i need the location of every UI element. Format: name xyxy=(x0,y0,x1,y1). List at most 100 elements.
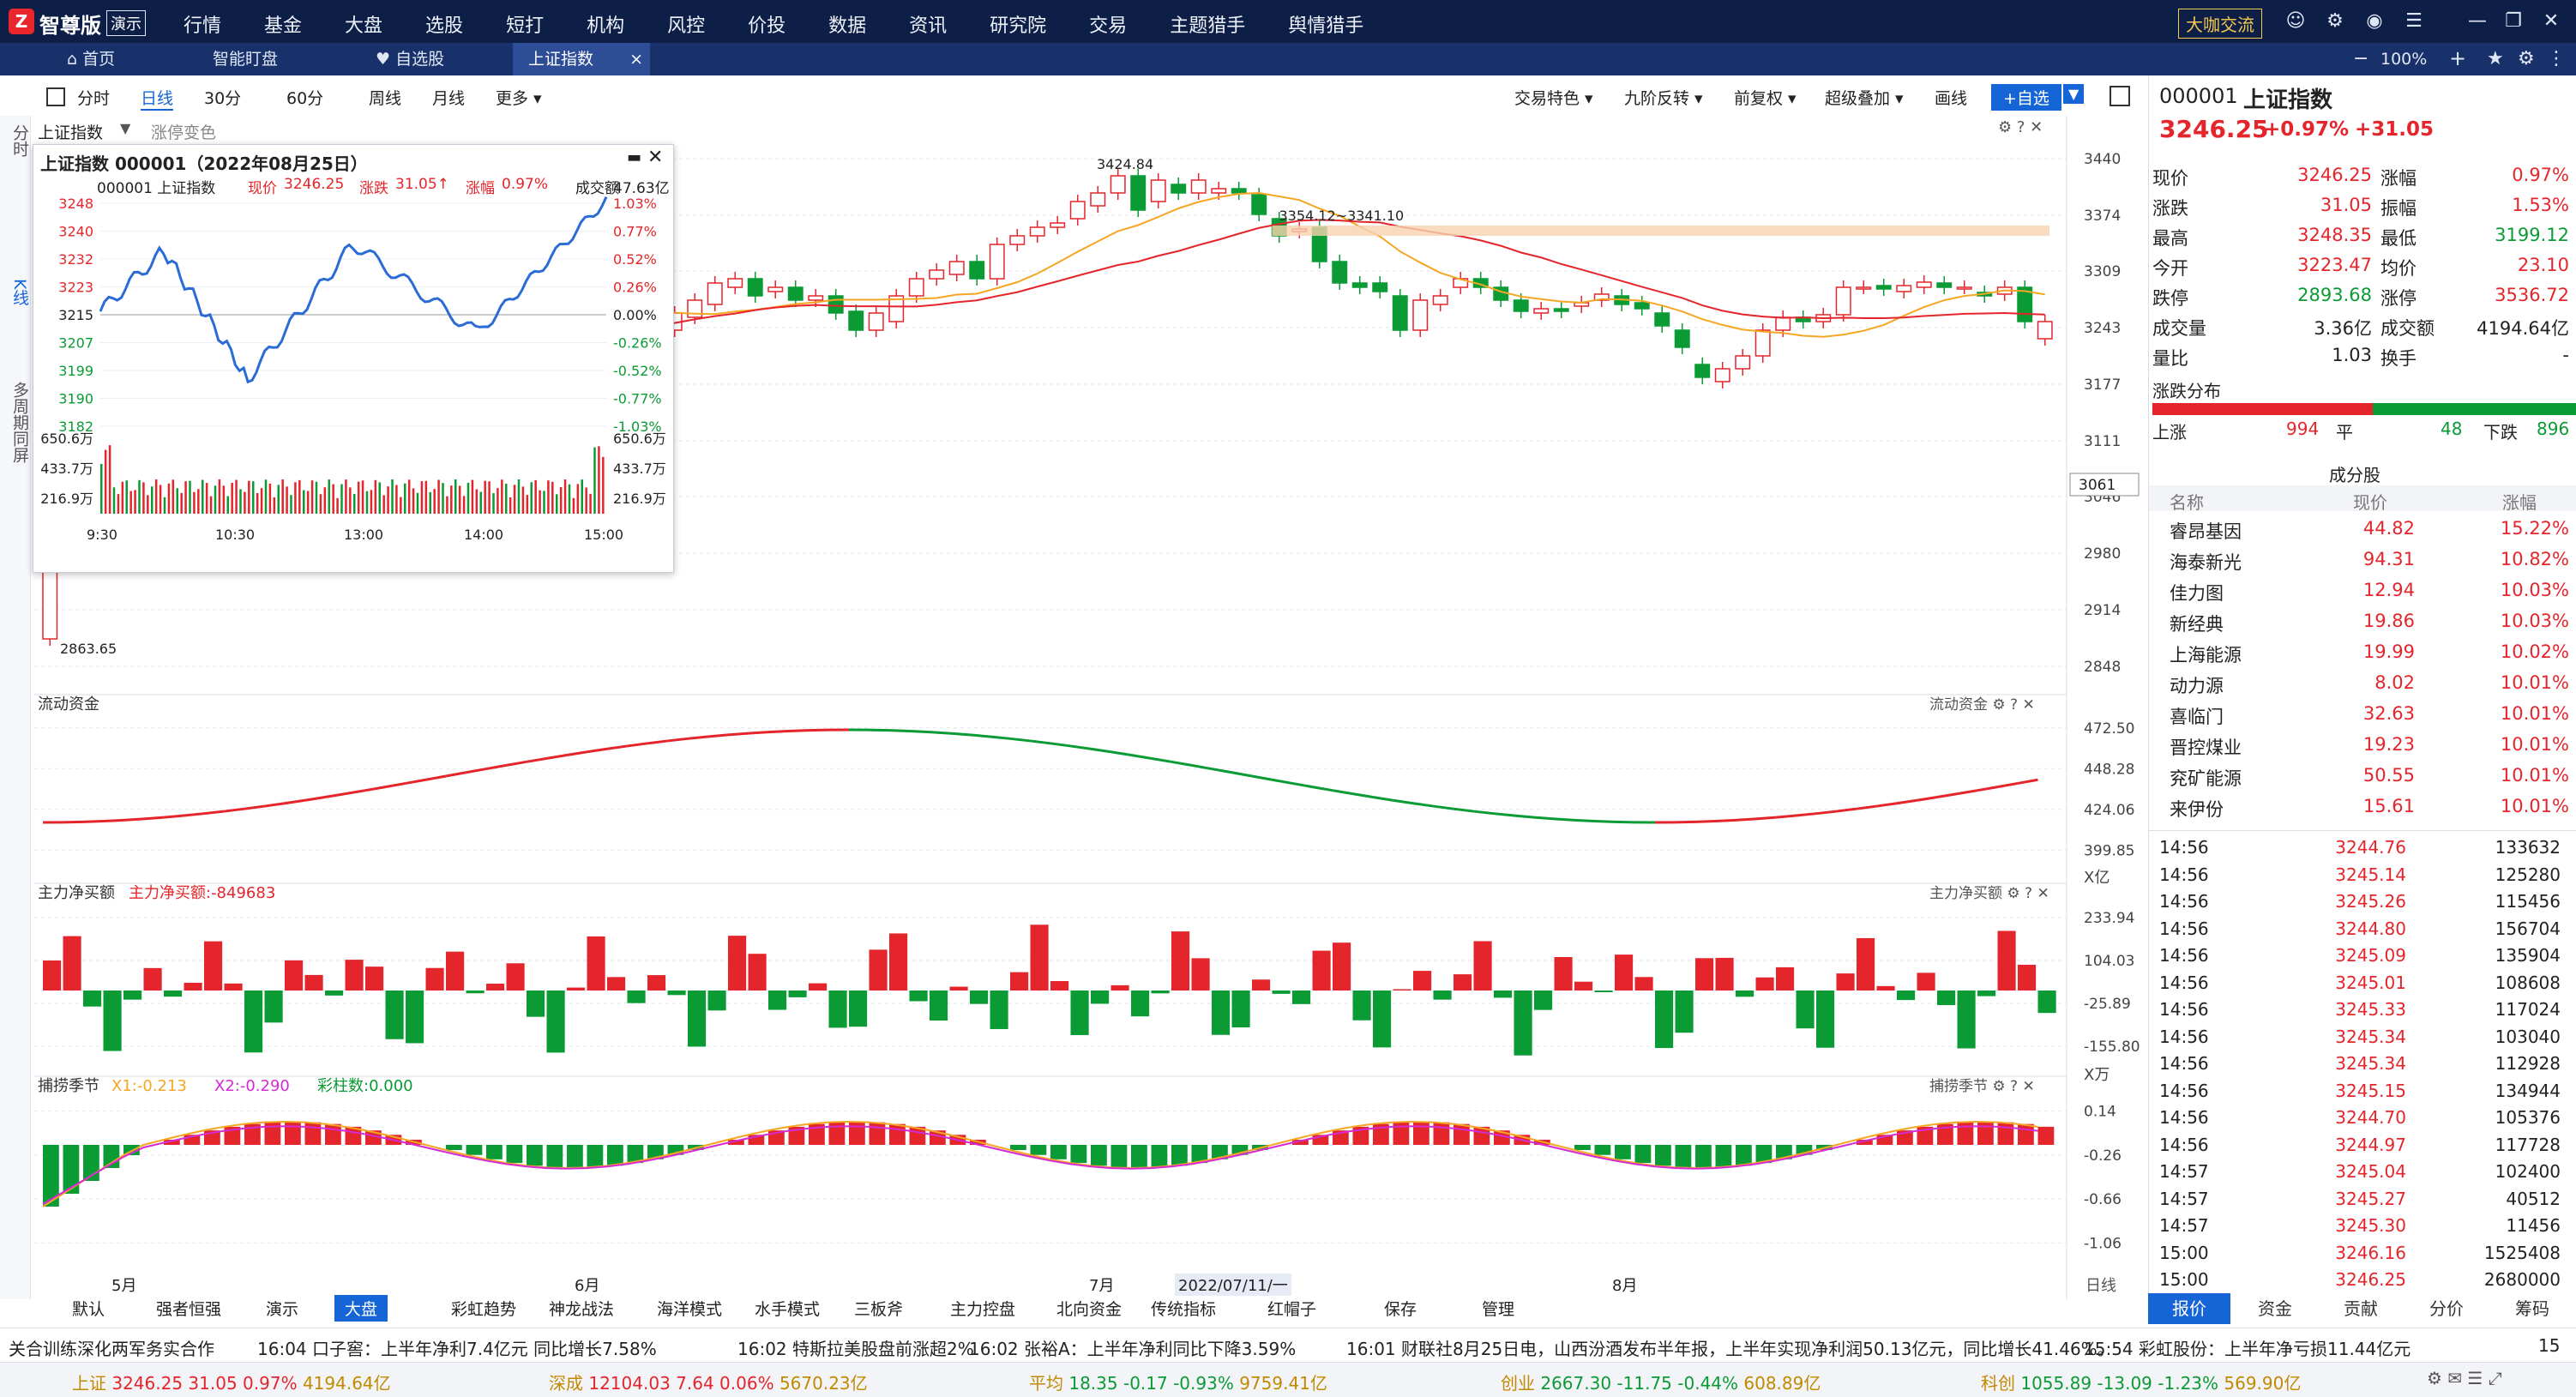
component-name[interactable]: 晋控煤业 xyxy=(2170,738,2242,758)
component-name[interactable]: 喜临门 xyxy=(2170,707,2224,727)
quote-tab-3[interactable]: 分价 xyxy=(2429,1298,2464,1319)
template-tab-7[interactable]: 水手模式 xyxy=(755,1300,821,1319)
restore-icon[interactable]: ❐ xyxy=(2505,10,2522,32)
quote-tab-4[interactable]: 筹码 xyxy=(2515,1298,2549,1319)
index-0[interactable]: 上证 3246.25 31.05 0.97% 4194.64亿 xyxy=(72,1370,391,1394)
template-tab-3[interactable]: 大盘 xyxy=(334,1295,388,1322)
quote-tab-1[interactable]: 资金 xyxy=(2258,1298,2292,1319)
tab-smart-watch[interactable]: 智能盯盘 xyxy=(213,50,279,69)
template-tab-10[interactable]: 北向资金 xyxy=(1056,1300,1122,1319)
strip-intraday[interactable]: 分时 xyxy=(10,124,29,157)
chart-dropdown-icon[interactable]: ▼ xyxy=(120,120,131,136)
tab-home[interactable]: ⌂ 首页 xyxy=(51,43,130,75)
tab-close-icon[interactable]: × xyxy=(629,50,643,69)
template-tab-4[interactable]: 彩虹趋势 xyxy=(451,1300,517,1319)
news-item-3[interactable]: 16:02 张裕A：上半年净利同比下降3.59% xyxy=(969,1339,1297,1359)
template-tab-13[interactable]: 保存 xyxy=(1384,1300,1417,1319)
news-item-4[interactable]: 16:01 财联社8月25日电，山西汾酒发布半年报，上半年实现净利润50.13亿… xyxy=(1346,1339,2115,1359)
zoom-out-button[interactable]: − xyxy=(2353,48,2369,69)
template-tab-0[interactable]: 默认 xyxy=(72,1300,105,1319)
menu-item-9[interactable]: 资讯 xyxy=(909,15,948,37)
component-name[interactable]: 睿昂基因 xyxy=(2170,521,2242,542)
minimize-icon[interactable]: — xyxy=(2468,10,2487,32)
template-tab-6[interactable]: 海洋模式 xyxy=(657,1300,723,1319)
news-item-6[interactable]: 15 xyxy=(2538,1335,2561,1356)
menu-item-11[interactable]: 交易 xyxy=(1089,15,1128,37)
menu-item-8[interactable]: 数据 xyxy=(828,15,867,37)
close-icon[interactable]: ✕ xyxy=(2543,10,2560,32)
news-item-2[interactable]: 16:02 特斯拉美股盘前涨超2% xyxy=(737,1339,974,1359)
menu-item-0[interactable]: 行情 xyxy=(184,15,222,37)
period-tab-3[interactable]: 60分 xyxy=(286,89,324,108)
template-tab-1[interactable]: 强者恒强 xyxy=(156,1300,222,1319)
menu-item-6[interactable]: 风控 xyxy=(667,15,706,37)
template-tab-14[interactable]: 管理 xyxy=(1482,1300,1515,1319)
toolbar-right-4[interactable]: 画线 xyxy=(1935,89,1968,108)
limit-color-option[interactable]: 涨停变色 xyxy=(151,123,217,142)
add-favorite-button[interactable]: +自选 xyxy=(1991,84,2061,111)
news-item-0[interactable]: 关合训练深化两军务实合作 xyxy=(9,1339,214,1359)
index-4[interactable]: 科创 1055.89 -13.09 -1.23% 569.90亿 xyxy=(1981,1370,2301,1394)
quote-tab-0[interactable]: 报价 xyxy=(2148,1293,2230,1324)
toolbar-right-0[interactable]: 交易特色 ▾ xyxy=(1514,89,1593,108)
strip-kline[interactable]: K线 xyxy=(10,279,29,306)
period-tab-6[interactable]: 更多 ▾ xyxy=(496,89,542,108)
status-icons[interactable]: ⚙ ✉ ☰ ⤢ xyxy=(2427,1368,2502,1388)
x-label-period[interactable]: 日线 xyxy=(2085,1277,2116,1295)
component-name[interactable]: 动力源 xyxy=(2170,676,2224,696)
index-3[interactable]: 创业 2667.30 -11.75 -0.44% 608.89亿 xyxy=(1501,1370,1821,1394)
component-name[interactable]: 来伊份 xyxy=(2170,799,2224,820)
component-name[interactable]: 兖矿能源 xyxy=(2170,768,2242,789)
strip-multi[interactable]: 多周期同屏 xyxy=(10,382,29,463)
chart-close-icons[interactable]: ⚙ ? ✕ xyxy=(1998,118,2043,136)
menu-icon[interactable]: ☰ xyxy=(2405,10,2423,32)
menu-item-7[interactable]: 价投 xyxy=(748,15,786,37)
user-icon[interactable]: ☺ xyxy=(2285,10,2306,32)
menu-item-3[interactable]: 选股 xyxy=(425,15,464,37)
menu-item-12[interactable]: 主题猎手 xyxy=(1170,15,1246,37)
popup-close-icon[interactable]: ✕ xyxy=(647,147,664,168)
period-tab-5[interactable]: 月线 xyxy=(432,89,466,108)
menu-item-2[interactable]: 大盘 xyxy=(345,15,383,37)
index-2[interactable]: 平均 18.35 -0.17 -0.93% 9759.41亿 xyxy=(1029,1370,1327,1394)
toolbar-right-2[interactable]: 前复权 ▾ xyxy=(1734,89,1797,108)
settings-icon[interactable]: ⚙ xyxy=(2326,10,2344,32)
menu-item-4[interactable]: 短打 xyxy=(506,15,545,37)
template-tab-2[interactable]: 演示 xyxy=(266,1300,299,1319)
menu-item-10[interactable]: 研究院 xyxy=(990,15,1047,37)
template-tab-11[interactable]: 传统指标 xyxy=(1151,1300,1217,1319)
quote-tab-2[interactable]: 贡献 xyxy=(2344,1298,2378,1319)
demo-badge[interactable]: 演示 xyxy=(106,10,146,36)
chat-button[interactable]: 大咖交流 xyxy=(2178,9,2262,39)
toolbar-right-1[interactable]: 九阶反转 ▾ xyxy=(1624,89,1703,108)
settings-icon[interactable]: ⚙ xyxy=(2518,48,2535,69)
star-icon[interactable]: ★ xyxy=(2487,48,2504,69)
more-icon[interactable]: ⋮ xyxy=(2547,48,2566,69)
tab-favorites[interactable]: ♥ 自选股 xyxy=(360,43,460,75)
period-tab-2[interactable]: 30分 xyxy=(204,89,242,108)
component-name[interactable]: 佳力图 xyxy=(2170,583,2224,604)
popup-minimize-icon[interactable]: ▬ xyxy=(627,148,642,166)
news-item-1[interactable]: 16:04 口子窖：上半年净利7.4亿元 同比增长7.58% xyxy=(257,1339,657,1359)
tab-index[interactable]: 上证指数 × xyxy=(513,43,650,75)
add-favorite-dropdown[interactable]: ▼ xyxy=(2063,84,2085,104)
panel-toggle-icon[interactable] xyxy=(2110,86,2130,106)
component-name[interactable]: 海泰新光 xyxy=(2170,552,2242,573)
template-tab-5[interactable]: 神龙战法 xyxy=(549,1300,615,1319)
component-name[interactable]: 新经典 xyxy=(2170,614,2224,635)
menu-item-1[interactable]: 基金 xyxy=(264,15,303,37)
template-tab-9[interactable]: 主力控盘 xyxy=(950,1300,1016,1319)
template-tab-12[interactable]: 红帽子 xyxy=(1267,1300,1317,1319)
period-tab-4[interactable]: 周线 xyxy=(369,89,402,108)
zoom-in-button[interactable]: + xyxy=(2449,46,2467,70)
menu-item-13[interactable]: 舆情猎手 xyxy=(1288,15,1364,37)
layout-icon[interactable] xyxy=(46,87,65,106)
index-1[interactable]: 深成 12104.03 7.64 0.06% 5670.23亿 xyxy=(549,1370,868,1394)
toolbar-right-3[interactable]: 超级叠加 ▾ xyxy=(1825,89,1904,108)
skin-icon[interactable]: ◉ xyxy=(2366,10,2383,32)
component-name[interactable]: 上海能源 xyxy=(2170,645,2242,665)
period-tab-0[interactable]: 分时 xyxy=(77,89,111,108)
news-item-5[interactable]: 15:54 彩虹股份：上半年净亏损11.44亿元 xyxy=(2084,1339,2411,1359)
template-tab-8[interactable]: 三板斧 xyxy=(854,1300,904,1319)
menu-item-5[interactable]: 机构 xyxy=(587,15,625,37)
